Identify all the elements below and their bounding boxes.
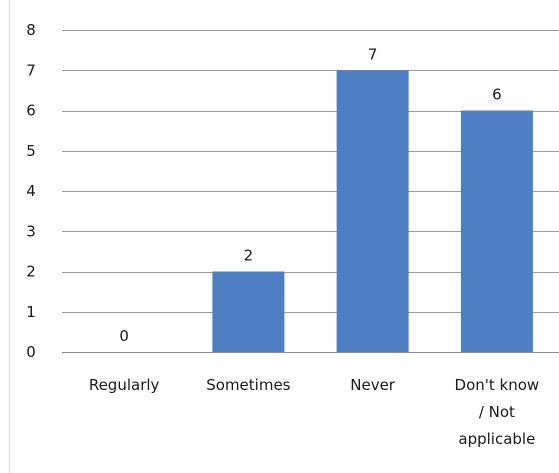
y-axis-tick-labels: 0 1 2 3 4 5 6 7 8 [26, 21, 36, 361]
data-label-1: 2 [244, 247, 254, 265]
y-tick-label-5: 5 [26, 142, 36, 160]
bars [212, 70, 533, 352]
y-tick-label-8: 8 [26, 21, 36, 39]
y-tick-label-2: 2 [26, 263, 36, 281]
category-label-3-line-0: Don't know [455, 376, 540, 394]
bar-2 [336, 70, 409, 352]
data-labels: 0 2 7 6 [119, 45, 501, 345]
category-label-3-line-2: applicable [458, 430, 535, 448]
data-label-2: 7 [368, 45, 378, 63]
category-label-1: Sometimes [206, 376, 290, 394]
x-axis-category-labels: Regularly Sometimes Never Don't know / Not ap… [89, 376, 539, 448]
y-tick-label-6: 6 [26, 102, 36, 120]
category-label-3-line-1: / Not [479, 403, 515, 421]
bar-1 [212, 271, 285, 352]
category-label-0: Regularly [89, 376, 160, 394]
bar-3 [460, 110, 533, 352]
y-tick-label-0: 0 [26, 343, 36, 361]
y-tick-label-1: 1 [26, 303, 36, 321]
data-label-0: 0 [119, 327, 129, 345]
y-tick-label-7: 7 [26, 61, 36, 79]
category-label-2: Never [350, 376, 396, 394]
y-tick-label-3: 3 [26, 222, 36, 240]
y-tick-label-4: 4 [26, 182, 36, 200]
gridlines [62, 30, 559, 353]
data-label-3: 6 [492, 86, 502, 104]
